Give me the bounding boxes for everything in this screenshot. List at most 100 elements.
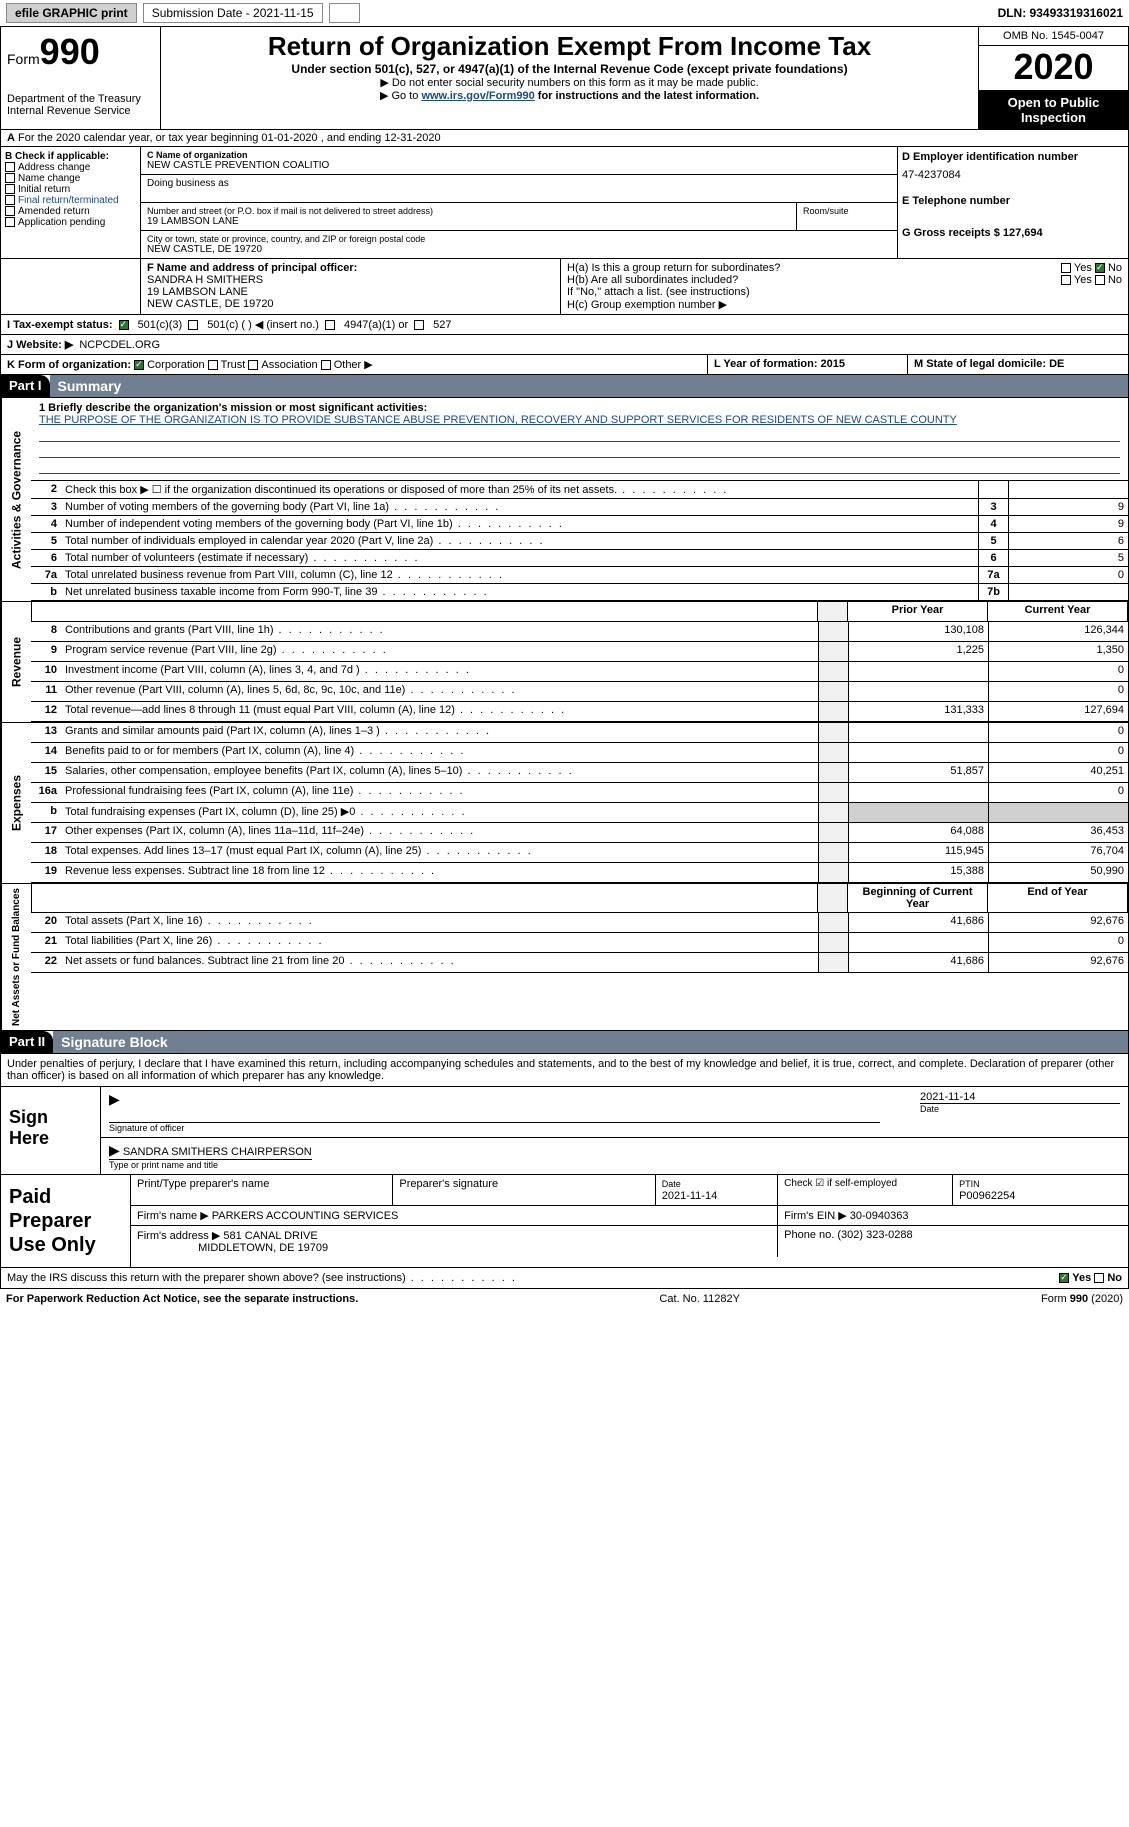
net-col-headers: Beginning of Current Year End of Year: [31, 884, 1128, 913]
org-city: NEW CASTLE, DE 19720: [147, 244, 891, 255]
cb-4947[interactable]: [325, 320, 335, 330]
irs-link[interactable]: www.irs.gov/Form990: [421, 90, 534, 102]
cb-assoc[interactable]: [248, 360, 258, 370]
row-a-period: A For the 2020 calendar year, or tax yea…: [0, 130, 1129, 147]
dln-label: DLN: 93493319316021: [998, 6, 1123, 20]
instr-ssn: ▶ Do not enter social security numbers o…: [167, 76, 972, 89]
vlabel-revenue: Revenue: [1, 602, 31, 722]
ein-value: 47-4237084: [902, 169, 1124, 181]
data-line: 13Grants and similar amounts paid (Part …: [31, 723, 1128, 743]
gov-line: bNet unrelated business taxable income f…: [31, 584, 1128, 601]
gov-line: 4Number of independent voting members of…: [31, 516, 1128, 533]
form-title: Return of Organization Exempt From Incom…: [167, 31, 972, 62]
form-header: Form990 Department of the Treasury Inter…: [0, 27, 1129, 130]
gov-line: 2Check this box ▶ ☐ if the organization …: [31, 481, 1128, 499]
cb-501c[interactable]: [188, 320, 198, 330]
data-line: 12Total revenue—add lines 8 through 11 (…: [31, 702, 1128, 722]
activities-governance: Activities & Governance 1 Briefly descri…: [0, 398, 1129, 602]
submission-date-button[interactable]: Submission Date - 2021-11-15: [143, 3, 323, 23]
cb-name-change[interactable]: Name change: [5, 173, 136, 184]
efile-print-button[interactable]: efile GRAPHIC print: [6, 3, 137, 23]
firm-ein: 30-0940363: [850, 1210, 909, 1222]
omb-number: OMB No. 1545-0047: [979, 27, 1128, 46]
revenue-section: Revenue Prior Year Current Year 8Contrib…: [0, 602, 1129, 723]
data-line: 11Other revenue (Part VIII, column (A), …: [31, 682, 1128, 702]
data-line: 20Total assets (Part X, line 16)41,68692…: [31, 913, 1128, 933]
cb-527[interactable]: [414, 320, 424, 330]
form-number: Form990: [7, 31, 154, 73]
row-klm: K Form of organization: Corporation Trus…: [0, 355, 1129, 375]
form-subtitle: Under section 501(c), 527, or 4947(a)(1)…: [167, 62, 972, 76]
gov-line: 6Total number of volunteers (estimate if…: [31, 550, 1128, 567]
blank-button[interactable]: [329, 3, 360, 23]
vlabel-net: Net Assets or Fund Balances: [1, 884, 31, 1030]
ptin: P00962254: [959, 1190, 1015, 1202]
firm-addr: 581 CANAL DRIVE: [223, 1230, 317, 1242]
data-line: bTotal fundraising expenses (Part IX, co…: [31, 803, 1128, 823]
sign-here-label: Sign Here: [1, 1087, 101, 1174]
expenses-section: Expenses 13Grants and similar amounts pa…: [0, 723, 1129, 884]
part1-header: Part I Summary: [0, 375, 1129, 398]
firm-phone: (302) 323-0288: [837, 1229, 912, 1241]
data-line: 14Benefits paid to or for members (Part …: [31, 743, 1128, 763]
mission-block: 1 Briefly describe the organization's mi…: [31, 398, 1128, 481]
cb-corp[interactable]: [134, 360, 144, 370]
cb-discuss-no[interactable]: [1094, 1273, 1104, 1283]
data-line: 9Program service revenue (Part VIII, lin…: [31, 642, 1128, 662]
cb-initial-return[interactable]: Initial return: [5, 184, 136, 195]
tax-year: 2020: [979, 46, 1128, 91]
cb-discuss-yes[interactable]: [1059, 1273, 1069, 1283]
data-line: 8Contributions and grants (Part VIII, li…: [31, 622, 1128, 642]
data-line: 15Salaries, other compensation, employee…: [31, 763, 1128, 783]
gov-line: 3Number of voting members of the governi…: [31, 499, 1128, 516]
section-h: H(a) Is this a group return for subordin…: [561, 259, 1128, 314]
open-inspection: Open to Public Inspection: [979, 91, 1128, 129]
officer-name: SANDRA SMITHERS CHAIRPERSON: [123, 1146, 312, 1158]
section-d: D Employer identification number 47-4237…: [898, 147, 1128, 258]
org-name: NEW CASTLE PREVENTION COALITIO: [147, 160, 891, 171]
sign-date: 2021-11-14: [920, 1091, 1120, 1103]
data-line: 19Revenue less expenses. Subtract line 1…: [31, 863, 1128, 883]
penalty-statement: Under penalties of perjury, I declare th…: [0, 1054, 1129, 1087]
org-address: 19 LAMBSON LANE: [147, 216, 790, 227]
paid-preparer-block: Paid Preparer Use Only Print/Type prepar…: [0, 1175, 1129, 1268]
cb-amended[interactable]: Amended return: [5, 206, 136, 217]
cb-trust[interactable]: [208, 360, 218, 370]
row-i-tax-status: I Tax-exempt status: 501(c)(3) 501(c) ( …: [0, 315, 1129, 335]
website-value: NCPCDEL.ORG: [79, 339, 160, 351]
gross-receipts: G Gross receipts $ 127,694: [902, 227, 1124, 239]
vlabel-expenses: Expenses: [1, 723, 31, 883]
paid-preparer-label: Paid Preparer Use Only: [1, 1175, 131, 1267]
discuss-row: May the IRS discuss this return with the…: [0, 1268, 1129, 1289]
section-f: F Name and address of principal officer:…: [141, 259, 561, 314]
cb-address-change[interactable]: Address change: [5, 162, 136, 173]
dept-treasury: Department of the Treasury: [7, 93, 154, 105]
cb-other[interactable]: [321, 360, 331, 370]
state-domicile: M State of legal domicile: DE: [908, 355, 1128, 374]
cb-final-return[interactable]: Final return/terminated: [5, 195, 136, 206]
part2-header: Part II Signature Block: [0, 1031, 1129, 1054]
col-headers: Prior Year Current Year: [31, 602, 1128, 622]
topbar: efile GRAPHIC print Submission Date - 20…: [0, 0, 1129, 27]
page-footer: For Paperwork Reduction Act Notice, see …: [0, 1289, 1129, 1309]
data-line: 21Total liabilities (Part X, line 26)0: [31, 933, 1128, 953]
gov-line: 5Total number of individuals employed in…: [31, 533, 1128, 550]
data-line: 10Investment income (Part VIII, column (…: [31, 662, 1128, 682]
form-ref: Form 990 (2020): [1041, 1293, 1123, 1305]
year-formation: L Year of formation: 2015: [708, 355, 908, 374]
instr-link: ▶ Go to www.irs.gov/Form990 for instruct…: [167, 89, 972, 102]
data-line: 18Total expenses. Add lines 13–17 (must …: [31, 843, 1128, 863]
gov-line: 7aTotal unrelated business revenue from …: [31, 567, 1128, 584]
data-line: 17Other expenses (Part IX, column (A), l…: [31, 823, 1128, 843]
cb-app-pending[interactable]: Application pending: [5, 217, 136, 228]
section-fh: F Name and address of principal officer:…: [0, 259, 1129, 315]
data-line: 16aProfessional fundraising fees (Part I…: [31, 783, 1128, 803]
cb-501c3[interactable]: [119, 320, 129, 330]
data-line: 22Net assets or fund balances. Subtract …: [31, 953, 1128, 973]
section-c: C Name of organization NEW CASTLE PREVEN…: [141, 147, 898, 258]
irs-label: Internal Revenue Service: [7, 105, 154, 117]
section-bcd: B Check if applicable: Address change Na…: [0, 147, 1129, 259]
firm-name: PARKERS ACCOUNTING SERVICES: [212, 1210, 399, 1222]
sign-here-block: Sign Here ▶ Signature of officer 2021-11…: [0, 1087, 1129, 1175]
row-j-website: J Website: ▶ NCPCDEL.ORG: [0, 335, 1129, 355]
